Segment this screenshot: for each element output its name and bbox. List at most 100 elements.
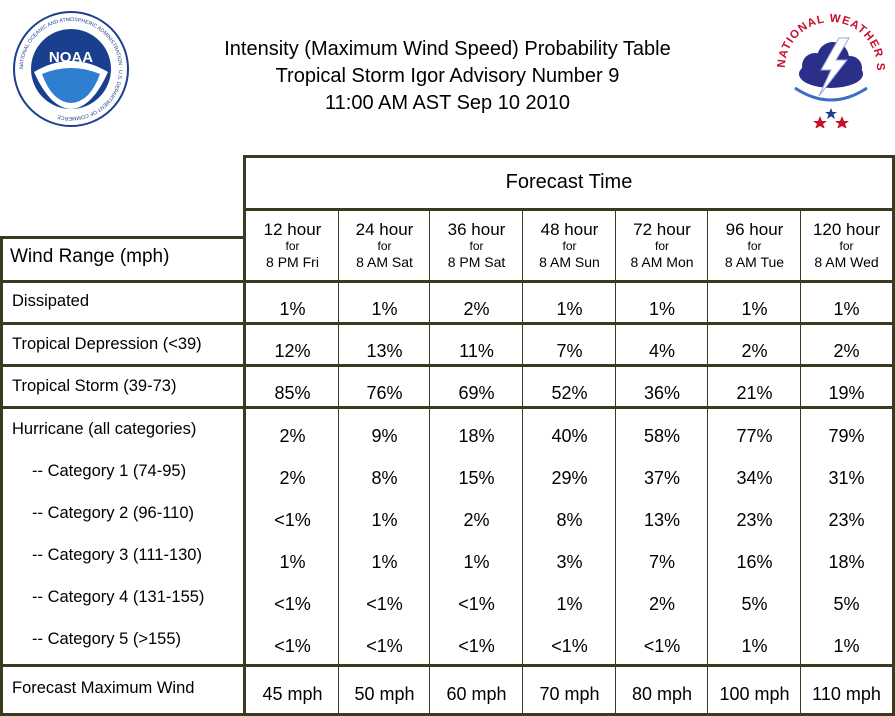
row-group-frame (0, 664, 895, 716)
table-cell: 2% (833, 341, 860, 361)
table-cell: 79% (828, 426, 865, 446)
column-hour: 72 hour (633, 220, 691, 239)
table-cell: 1% (463, 552, 490, 572)
column-divider (522, 406, 523, 664)
table-cell: 16% (736, 552, 773, 572)
column-divider (522, 322, 523, 364)
label-divider (243, 322, 246, 364)
wind-range-label: Wind Range (mph) (10, 246, 170, 267)
table-cell: 7% (648, 552, 675, 572)
table-cell: 9% (371, 426, 398, 446)
column-header: 36 hour for 8 PM Sat (430, 210, 523, 280)
noaa-logo-icon: NOAA NATIONAL OCEANIC AND ATMOSPHERIC AD… (13, 11, 129, 127)
column-for: for (285, 239, 300, 253)
table-cell: <1% (458, 636, 495, 656)
table-cell: 13% (643, 510, 681, 530)
table-cell: 77% (736, 426, 773, 446)
column-when: 8 AM Wed (814, 254, 879, 270)
noaa-center-text: NOAA (49, 49, 93, 66)
column-when: 8 PM Fri (266, 254, 319, 270)
table-cell: 4% (648, 341, 675, 361)
row-label: Dissipated (12, 292, 90, 310)
column-divider (429, 322, 430, 364)
column-divider (338, 364, 339, 406)
column-divider (429, 406, 430, 664)
column-divider (615, 364, 616, 406)
row-label: -- Category 5 (>155) (32, 630, 182, 648)
column-divider (615, 406, 616, 664)
table-cell: 85% (274, 383, 311, 403)
table-cell: <1% (551, 636, 588, 656)
label-divider (243, 406, 246, 664)
column-for: for (654, 239, 669, 253)
column-divider (707, 208, 708, 280)
table-cell: 70 mph (539, 684, 600, 704)
table-cell: 80 mph (631, 684, 693, 704)
column-for: for (747, 239, 762, 253)
column-hour: 24 hour (355, 220, 414, 239)
column-header: 24 hour for 8 AM Sat (339, 210, 430, 280)
column-divider (522, 364, 523, 406)
table-cell: 21% (736, 383, 773, 403)
column-divider (338, 322, 339, 364)
table-cell: 1% (833, 299, 860, 319)
column-header: 12 hour for 8 PM Fri (246, 210, 339, 280)
table-cell: <1% (274, 594, 311, 614)
table-cell: 1% (371, 510, 398, 530)
table-cell: 58% (643, 426, 681, 446)
table-cell: 1% (741, 636, 768, 656)
table-cell: 2% (648, 594, 675, 614)
table-cell: 18% (828, 552, 865, 572)
table-cell: 2% (279, 426, 306, 446)
table-cell: 50 mph (354, 684, 415, 704)
forecast-time-label: Forecast Time (505, 171, 633, 193)
page-title: Intensity (Maximum Wind Speed) Probabili… (224, 38, 671, 60)
table-cell: 2% (279, 468, 306, 488)
column-hour: 96 hour (725, 220, 784, 239)
table-cell: 1% (556, 594, 583, 614)
table-cell: 19% (828, 383, 865, 403)
column-divider (338, 664, 339, 713)
column-divider (615, 664, 616, 713)
table-cell: 7% (556, 341, 583, 361)
row-label: -- Category 4 (131-155) (32, 588, 205, 606)
table-cell: 34% (736, 468, 773, 488)
column-divider (615, 280, 616, 322)
column-divider (338, 208, 339, 280)
table-cell: 69% (458, 383, 495, 403)
column-hour: 48 hour (540, 220, 599, 239)
column-hour: 120 hour (812, 220, 881, 239)
label-divider (243, 280, 246, 322)
column-divider (800, 664, 801, 713)
column-when: 8 PM Sat (447, 254, 506, 270)
column-hour: 36 hour (447, 220, 506, 239)
table-cell: <1% (458, 594, 495, 614)
column-when: 8 AM Mon (630, 254, 694, 270)
column-header: 48 hour for 8 AM Sun (523, 210, 616, 280)
table-cell: 1% (371, 552, 398, 572)
table-cell: 23% (736, 510, 773, 530)
column-divider (615, 208, 616, 280)
column-when: 8 AM Sun (539, 254, 600, 270)
table-cell: <1% (366, 594, 403, 614)
table-cell: 5% (741, 594, 768, 614)
column-for: for (469, 239, 484, 253)
table-cell: 60 mph (446, 684, 507, 704)
column-header: 96 hour for 8 AM Tue (708, 210, 801, 280)
column-divider (707, 280, 708, 322)
column-divider (800, 280, 801, 322)
table-cell: 1% (556, 299, 583, 319)
column-divider (707, 406, 708, 664)
table-cell: 13% (366, 341, 403, 361)
table-cell: 18% (458, 426, 495, 446)
column-header: 120 hour for 8 AM Wed (801, 210, 892, 280)
table-cell: 12% (274, 341, 311, 361)
row-label: -- Category 2 (96-110) (32, 504, 195, 522)
label-divider (243, 664, 246, 713)
table-cell: 8% (556, 510, 583, 530)
table-cell: 5% (833, 594, 860, 614)
table-cell: 8% (371, 468, 398, 488)
table-cell: 29% (551, 468, 588, 488)
page-subtitle: Tropical Storm Igor Advisory Number 9 (275, 65, 620, 87)
column-divider (429, 208, 430, 280)
